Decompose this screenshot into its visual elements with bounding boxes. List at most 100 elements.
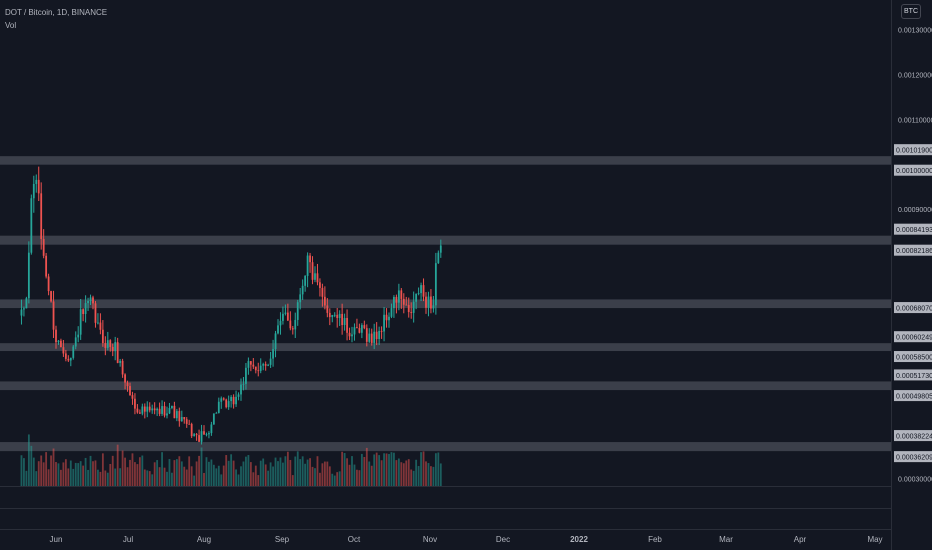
candle-body xyxy=(72,346,75,358)
candle-body xyxy=(188,423,191,425)
zone-label-bg xyxy=(894,164,932,176)
volume-bar xyxy=(200,447,203,486)
symbol-title[interactable]: DOT / Bitcoin, 1D, BINANCE xyxy=(5,8,108,17)
volume-bar xyxy=(397,458,400,486)
zone-rect-1[interactable] xyxy=(0,235,891,245)
candle-body xyxy=(227,401,230,408)
volume-bar xyxy=(336,472,339,486)
candle-body xyxy=(45,255,48,277)
candle-body xyxy=(264,364,267,366)
candle-body xyxy=(25,298,28,309)
volume-bar xyxy=(331,473,334,486)
zone-label-bg xyxy=(894,430,932,442)
volume-bar xyxy=(178,456,181,486)
volume-bar xyxy=(296,451,299,486)
candle-body xyxy=(306,255,309,276)
candle-body xyxy=(173,405,176,419)
zone-rect-4[interactable] xyxy=(0,381,891,391)
volume-bar xyxy=(400,462,403,486)
zone-rect-5[interactable] xyxy=(0,442,891,452)
candle-body xyxy=(198,435,200,442)
candle-body xyxy=(183,417,186,420)
candle-body xyxy=(373,331,376,343)
volume-legend[interactable]: Vol xyxy=(5,21,17,30)
candle-body xyxy=(104,343,107,348)
candle-body xyxy=(109,340,112,347)
volume-bar xyxy=(434,453,437,486)
candle-body xyxy=(148,406,151,411)
candle-body xyxy=(232,396,235,405)
volume-bar xyxy=(363,456,366,486)
candle-body xyxy=(180,417,183,422)
x-tick-label: Nov xyxy=(423,535,437,544)
candle-body xyxy=(323,296,326,306)
volume-bar xyxy=(84,457,87,486)
zone-rect-3[interactable] xyxy=(0,343,891,352)
candle-body xyxy=(272,349,274,359)
zone-label-bg xyxy=(894,244,932,256)
volume-bar xyxy=(437,452,440,486)
candle-body xyxy=(111,346,114,352)
candle-body xyxy=(64,353,67,359)
volume-bar xyxy=(146,470,149,486)
candle-body xyxy=(375,331,378,339)
volume-bar xyxy=(116,444,119,486)
candle-body xyxy=(294,319,297,330)
candle-body xyxy=(348,332,351,337)
candle-body xyxy=(393,296,395,309)
candle-body xyxy=(237,394,240,397)
volume-bar xyxy=(124,457,126,486)
zone-rect-2[interactable] xyxy=(0,299,891,309)
volume-bar xyxy=(282,462,284,486)
x-tick-label: Oct xyxy=(348,535,361,544)
candle-body xyxy=(242,383,245,385)
volume-bar xyxy=(427,463,430,486)
zone-rect-0[interactable] xyxy=(0,156,891,165)
y-tick-label: 0.00120000 xyxy=(898,72,932,79)
candle-body xyxy=(427,296,430,308)
candle-body xyxy=(328,312,331,318)
volume-bar xyxy=(205,457,208,486)
currency-button[interactable]: BTC xyxy=(901,4,921,19)
volume-bar xyxy=(180,461,183,486)
candle-body xyxy=(131,395,134,399)
volume-bar xyxy=(232,460,235,486)
volume-bar xyxy=(156,460,159,486)
volume-bar xyxy=(153,462,156,486)
volume-bar xyxy=(148,471,151,486)
volume-bar xyxy=(64,459,67,486)
volume-bar xyxy=(237,474,240,486)
volume-bar xyxy=(101,453,104,486)
volume-bar xyxy=(383,453,385,486)
x-tick-label: Dec xyxy=(496,535,510,544)
candle-body xyxy=(274,333,277,350)
candle-body xyxy=(121,360,124,375)
volume-bar xyxy=(291,475,294,486)
volume-bar xyxy=(30,445,33,486)
candle-body xyxy=(141,406,144,414)
volume-bar xyxy=(175,459,178,486)
candle-body xyxy=(225,399,228,408)
volume-bar xyxy=(185,469,188,486)
candle-body xyxy=(346,318,348,333)
candle-body xyxy=(163,406,166,416)
candle-body xyxy=(185,419,188,424)
volume-bar xyxy=(380,460,383,486)
volume-bar xyxy=(99,471,102,486)
volume-bar xyxy=(109,463,112,486)
volume-bar xyxy=(208,461,210,486)
zone-price-label: 0.00058500 xyxy=(896,355,932,362)
y-tick-label: 0.00030000 xyxy=(898,477,932,484)
volume-bar xyxy=(425,461,427,486)
candle-body xyxy=(42,238,45,256)
x-tick-label: Jul xyxy=(123,535,133,544)
candle-body xyxy=(168,408,171,414)
candle-body xyxy=(301,285,304,295)
volume-bar xyxy=(306,459,309,486)
candle-body xyxy=(217,401,220,413)
volume-bar xyxy=(106,472,109,486)
candle-body xyxy=(252,364,255,367)
x-tick-label: Sep xyxy=(275,535,290,544)
